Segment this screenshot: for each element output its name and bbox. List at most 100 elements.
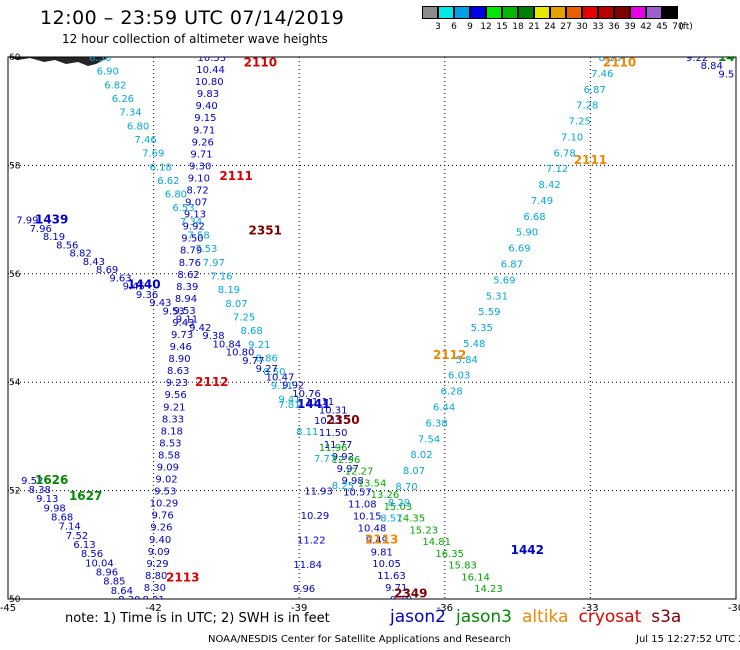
wave-height-value: 9.30 xyxy=(189,161,211,172)
scale-swatch xyxy=(470,6,486,19)
wave-height-value: 6.87 xyxy=(501,260,523,271)
wave-height-value: 8.38 xyxy=(29,485,51,496)
scale-swatch xyxy=(614,6,630,19)
wave-height-value: 9.13 xyxy=(184,210,206,221)
pass-time-label: 2111 xyxy=(574,153,607,167)
wave-height-value: 6.68 xyxy=(523,212,545,223)
wave-height-value: 7.97 xyxy=(203,258,225,269)
wave-height-value: 7.14 xyxy=(58,522,80,533)
scale-label: 18 xyxy=(512,22,524,32)
wave-height-value: 9.09 xyxy=(148,547,170,558)
wave-height-value: 8.02 xyxy=(410,450,432,461)
wave-height-value: 11.63 xyxy=(377,571,406,582)
wave-height-value: 7.28 xyxy=(576,101,598,112)
wave-height-value: 10.84 xyxy=(213,339,242,350)
x-tick-label: -36 xyxy=(437,603,453,614)
satellite-legend: jason2 jason3 altika cryosat s3a xyxy=(390,607,691,627)
wave-height-value: 8.19 xyxy=(43,232,65,243)
wave-height-value: 8.53 xyxy=(159,438,181,449)
wave-height-value: 10.29 xyxy=(150,499,179,510)
wave-height-value: 11.11 xyxy=(306,397,335,408)
wave-height-value: 10.04 xyxy=(85,558,114,569)
wave-height-value: 9.11 xyxy=(176,315,198,326)
wave-height-value: 10.29 xyxy=(301,511,330,522)
legend-item: altika xyxy=(522,607,569,627)
wave-height-value: 8.72 xyxy=(186,185,208,196)
scale-label: 21 xyxy=(528,22,540,32)
wave-height-value: 9.42 xyxy=(189,323,211,334)
wave-height-value: 8.07 xyxy=(225,299,247,310)
wave-height-value: 11.84 xyxy=(293,560,322,571)
wave-height-value: 8.29 xyxy=(388,498,410,509)
wave-height-value: 7.10 xyxy=(561,132,583,143)
wave-height-value: 11.22 xyxy=(297,535,326,546)
wave-height-value: 9.07 xyxy=(185,198,207,209)
y-tick-label: 58 xyxy=(9,161,21,171)
pass-time-label: 2351 xyxy=(249,223,282,237)
scale-swatch xyxy=(662,6,678,19)
scale-label: 15 xyxy=(496,22,508,32)
wave-height-value: 8.82 xyxy=(69,249,91,260)
wave-height-value: 7.12 xyxy=(546,164,568,175)
wave-height-value: 9.71 xyxy=(190,149,212,160)
wave-height-value: 6.62 xyxy=(157,176,179,187)
wave-height-value: 14.81 xyxy=(422,537,451,548)
wave-height-value: 7.25 xyxy=(569,117,591,128)
wave-height-value: 9.63 xyxy=(109,273,131,284)
wave-height-value: 8.68 xyxy=(51,512,73,523)
wave-height-value: 8.70 xyxy=(395,482,417,493)
scale-label: 9 xyxy=(467,22,473,32)
wave-height-value: 11.50 xyxy=(319,428,348,439)
scale-unit: (ft) xyxy=(679,22,693,32)
pass-time-label: 2111 xyxy=(219,169,252,183)
wave-height-value: 5.84 xyxy=(456,355,478,366)
wave-height-value: 12.96 xyxy=(332,455,361,466)
scale-swatch xyxy=(630,6,646,19)
pass-time-label: 14 xyxy=(718,50,735,64)
wave-height-value: 10.11 xyxy=(314,416,343,427)
wave-height-value: 6.87 xyxy=(584,85,606,96)
wave-height-value: 9.40 xyxy=(196,101,218,112)
wave-height-value: 8.30 xyxy=(118,595,140,606)
wave-height-value: 9.71 xyxy=(385,583,407,594)
wave-height-value: 9.27 xyxy=(256,364,278,375)
wave-height-value: 9.77 xyxy=(242,356,264,367)
pass-time-label: 2350 xyxy=(326,413,359,427)
wave-height-value: 9.45 xyxy=(123,282,145,293)
legend-item: jason3 xyxy=(456,607,512,627)
wave-height-value: 8.90 xyxy=(168,354,190,365)
wave-height-value: 9.53 xyxy=(163,306,185,317)
wave-height-value: 7.77 xyxy=(314,454,336,465)
wave-height-value: 5.69 xyxy=(493,275,515,286)
plot-frame xyxy=(7,56,737,600)
wave-height-value: 8.63 xyxy=(167,366,189,377)
wave-height-value: 8.96 xyxy=(96,567,118,578)
y-tick-label: 54 xyxy=(9,378,21,388)
wave-height-value: 7.81 xyxy=(278,400,300,411)
wave-height-value: 9.52 xyxy=(21,476,43,487)
scale-label: 27 xyxy=(560,22,572,32)
wave-height-value: 8.25 xyxy=(332,481,354,492)
wave-height-value: 8.19 xyxy=(218,285,240,296)
wave-height-value: 7.46 xyxy=(591,69,613,80)
wave-height-value: 9.36 xyxy=(136,290,158,301)
wave-height-value: 8.57 xyxy=(380,514,402,525)
wave-height-value: 8.33 xyxy=(162,414,184,425)
wave-height-value: 8.18 xyxy=(161,426,183,437)
wave-height-value: 9.21 xyxy=(163,402,185,413)
wave-height-value: 9.02 xyxy=(155,475,177,486)
wave-height-value: 10.80 xyxy=(226,348,255,359)
scale-swatch xyxy=(454,6,470,19)
scale-label: 45 xyxy=(656,22,668,32)
scale-label: 6 xyxy=(451,22,457,32)
scale-swatch xyxy=(422,6,438,19)
wave-height-value: 9.92 xyxy=(183,222,205,233)
wave-height-value: 10.44 xyxy=(196,65,225,76)
wave-height-value: 14.23 xyxy=(474,584,503,595)
wave-height-value: 7.96 xyxy=(30,224,52,235)
wave-height-value: 8.16 xyxy=(599,53,621,64)
wave-height-value: 9.53 xyxy=(174,306,196,317)
wave-height-value: 7.49 xyxy=(531,196,553,207)
wave-height-value: 6.78 xyxy=(553,148,575,159)
